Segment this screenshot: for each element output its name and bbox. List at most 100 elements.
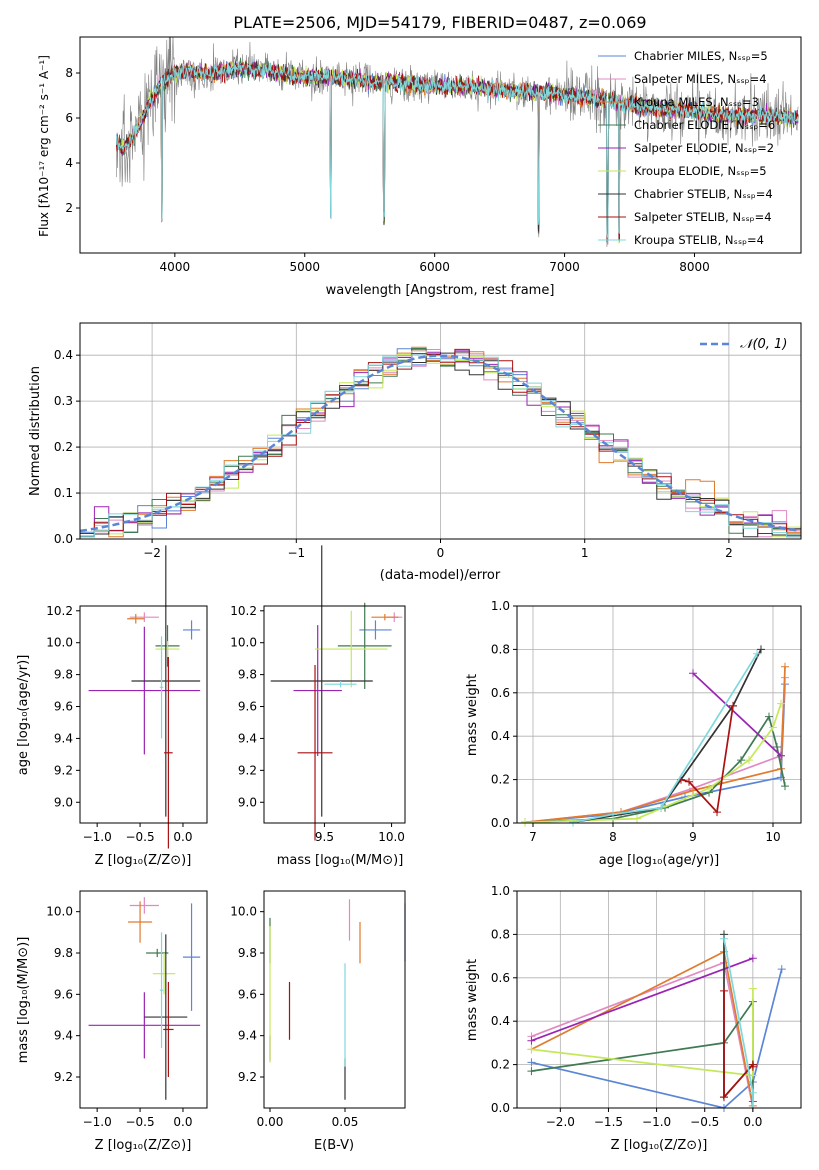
weight-line-kroupa_miles (524, 666, 786, 824)
y-tick-label: 8 (65, 66, 73, 80)
x-tick-label: 10.0 (378, 830, 405, 844)
weight-marker-salpeter_stelib (748, 1062, 757, 1071)
x-tick-label: −0.5 (690, 1115, 719, 1129)
y-tick-label: 1.0 (491, 599, 510, 613)
error-point-kroupa_miles (371, 613, 399, 621)
error-point-kroupa_elodie (152, 953, 176, 995)
age-z-x-ticks: −1.0 −0.5 0.0 (83, 823, 193, 844)
residuals-panel: −2 −1 0 1 2 0.0 0.1 0.2 0.3 0.4 𝒩(0, 1) (data-mo… (28, 322, 802, 583)
x-tick-label: 7 (529, 830, 537, 844)
x-tick-label: 8 (609, 830, 617, 844)
legend-label-kroupa_stelib: Kroupa STELIB, Nₛₛₚ=4 (634, 233, 764, 247)
x-tick-label: 0.00 (257, 1115, 284, 1129)
age-mass-data (270, 545, 403, 841)
y-tick-label: 0.0 (491, 1101, 510, 1115)
error-point-kroupa_stelib (324, 680, 357, 688)
weight-z-x-ticks: −2.0 −1.5 −1.0 −0.5 0.0 (546, 1108, 762, 1129)
error-point-kroupa_elodie (155, 641, 180, 658)
y-tick-label: 0.4 (491, 1014, 510, 1028)
error-point-kroupa_stelib (159, 932, 164, 1049)
x-tick-label: −0.5 (125, 830, 154, 844)
y-tick-label: 1.0 (491, 884, 510, 898)
y-tick-label: 9.0 (238, 795, 257, 809)
residuals-x-label: (data-model)/error (380, 568, 501, 583)
age-z-panel: −1.0 −0.5 0.0 9.0 9.2 9.4 9.6 9.8 10.0 10.2 Z [l… (16, 545, 208, 868)
x-tick-label: 4000 (160, 260, 191, 274)
mass-z-data (88, 897, 201, 1100)
x-tick-label: 5000 (289, 260, 320, 274)
weight-z-y-ticks: 0.0 0.2 0.4 0.6 0.8 1.0 (491, 884, 517, 1115)
weight-line-chabrier_miles (531, 968, 783, 1109)
y-tick-label: 10.0 (230, 905, 257, 919)
error-point-kroupa_miles (128, 901, 153, 943)
spectrum-x-label: wavelength [Angstrom, rest frame] (326, 283, 555, 298)
y-tick-label: 0.6 (491, 971, 510, 985)
spectrum-x-ticks: 4000 5000 6000 7000 8000 (160, 253, 710, 274)
spectrum-y-ticks: 2 4 6 8 (65, 66, 80, 215)
error-point-salpeter_elodie (88, 992, 201, 1059)
y-tick-label: 9.8 (238, 668, 257, 682)
mass-z-y-label: mass [log₁₀(M/M⊙)] (16, 937, 31, 1064)
weight-z-frame (516, 890, 802, 1109)
y-tick-label: 0.1 (54, 486, 73, 500)
error-point-salpeter_stelib (297, 665, 333, 841)
error-point-kroupa_miles (127, 613, 145, 624)
normal-curve (80, 354, 801, 533)
x-tick-label: 0.0 (173, 1115, 192, 1129)
weight-marker-kroupa_stelib (657, 803, 665, 812)
error-point-salpeter_stelib (164, 657, 173, 849)
weight-marker-kroupa_elodie (527, 1045, 536, 1054)
y-tick-label: 0.2 (491, 773, 510, 787)
weight-age-panel: 7 8 9 10 0.0 0.2 0.4 0.6 0.8 1.0 age [log₁₀(age/… (465, 599, 802, 868)
mass-z-frame (79, 890, 208, 1109)
weight-marker-chabrier_miles (777, 965, 786, 974)
weight-line-kroupa_stelib (572, 653, 758, 824)
x-tick-label: 7000 (549, 260, 580, 274)
weight-marker-salpeter_elodie (777, 751, 785, 760)
y-tick-label: 0.2 (54, 440, 73, 454)
mass-ebv-data (269, 899, 406, 1100)
error-point-salpeter_miles (129, 612, 159, 622)
y-tick-label: 9.4 (238, 1029, 257, 1043)
error-point-chabrier_elodie (337, 602, 392, 689)
age-mass-frame (263, 605, 406, 824)
y-tick-label: 0.8 (491, 642, 510, 656)
y-tick-label: 0.4 (54, 348, 73, 362)
y-tick-label: 9.4 (238, 731, 257, 745)
weight-marker-chabrier_elodie (527, 1067, 536, 1076)
weight-line-chabrier_stelib (572, 649, 762, 824)
mass-ebv-y-ticks: 9.2 9.4 9.6 9.8 10.0 (230, 905, 264, 1084)
weight-marker-chabrier_elodie (737, 756, 745, 765)
figure-title: PLATE=2506, MJD=54179, FIBERID=0487, z=0… (233, 13, 646, 32)
y-tick-label: 2 (65, 201, 73, 215)
age-mass-y-ticks: 9.0 9.2 9.4 9.6 9.8 10.0 10.2 (230, 604, 264, 809)
error-point-chabrier_miles (182, 620, 201, 640)
weight-line-salpeter_elodie (692, 672, 782, 757)
mass-ebv-x-ticks: 0.00 0.05 (257, 1108, 358, 1129)
weight-marker-kroupa_miles (781, 662, 789, 671)
error-point-chabrier_stelib (144, 934, 188, 1100)
mass-ebv-panel: 0.00 0.05 9.2 9.4 9.6 9.8 10.0 E(B-V) (230, 890, 406, 1153)
weight-marker-salpeter_stelib (719, 1093, 728, 1102)
weight-z-panel: −2.0 −1.5 −1.0 −0.5 0.0 0.0 0.2 0.4 0.6 0.8 1.0 Z… (465, 884, 802, 1153)
y-tick-label: 9.8 (238, 946, 257, 960)
weight-marker-chabrier_elodie (781, 782, 789, 791)
weight-line-kroupa_elodie (524, 703, 782, 824)
y-tick-label: 9.8 (54, 668, 73, 682)
spectrum-data (116, 37, 799, 247)
weight-marker-kroupa_stelib (569, 818, 577, 827)
age-z-y-ticks: 9.0 9.2 9.4 9.6 9.8 10.0 10.2 (46, 604, 80, 809)
y-tick-label: 9.6 (238, 700, 257, 714)
weight-z-data (527, 930, 786, 1112)
residuals-x-ticks: −2 −1 0 1 2 (143, 539, 733, 560)
legend-label-chabrier_stelib: Chabrier STELIB, Nₛₛₚ=4 (634, 187, 773, 201)
y-tick-label: 10.0 (46, 905, 73, 919)
x-tick-label: 1 (581, 546, 589, 560)
y-tick-label: 0.2 (491, 1058, 510, 1072)
y-tick-label: 9.4 (54, 731, 73, 745)
y-tick-label: 0.4 (491, 729, 510, 743)
weight-marker-chabrier_elodie (773, 743, 781, 752)
residuals-y-ticks: 0.0 0.1 0.2 0.3 0.4 (54, 348, 80, 546)
x-tick-label: 8000 (679, 260, 710, 274)
